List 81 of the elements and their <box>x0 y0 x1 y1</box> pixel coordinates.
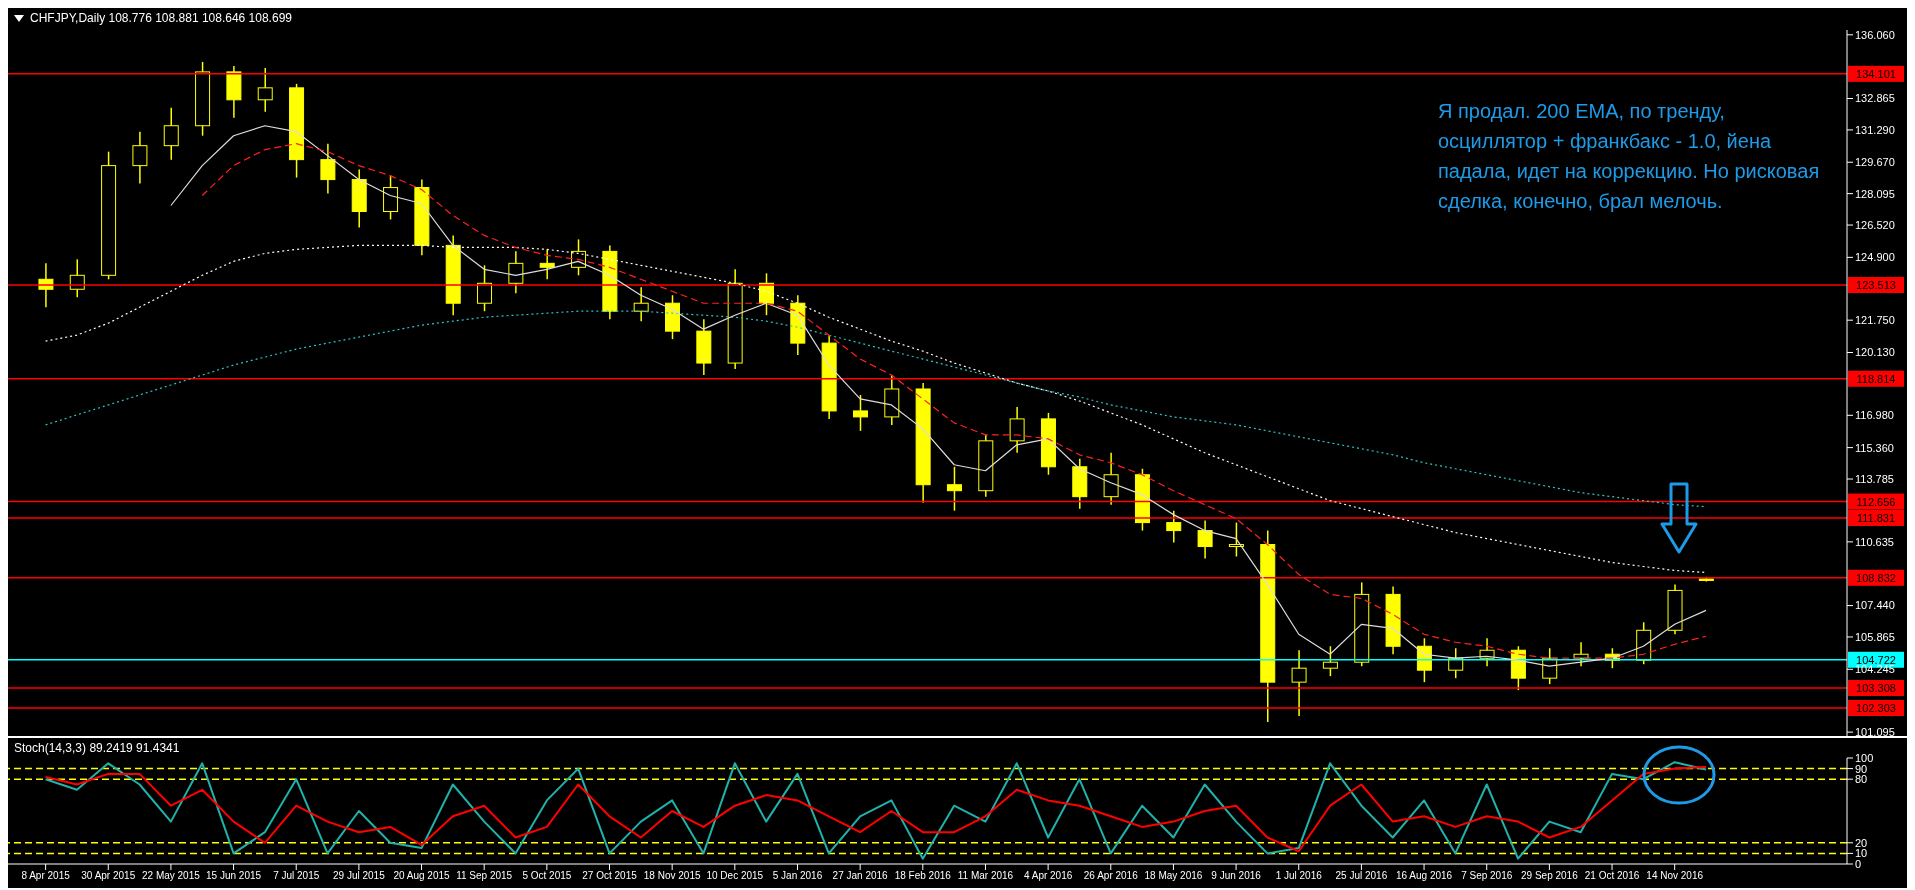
x-tick-label: 18 Nov 2015 <box>643 870 701 882</box>
x-tick-label: 29 Sep 2016 <box>1521 870 1579 882</box>
x-tick-label: 15 Jun 2015 <box>206 870 262 882</box>
x-tick-label: 25 Jul 2016 <box>1335 870 1388 882</box>
x-tick-label: 29 Jul 2015 <box>333 870 386 882</box>
x-tick-label: 18 Feb 2016 <box>894 870 952 882</box>
x-tick-label: 7 Jul 2015 <box>273 870 320 882</box>
ref-line-label: 134.101 <box>1856 67 1896 80</box>
candlestick <box>132 130 148 185</box>
candlestick <box>1322 645 1338 677</box>
chart-title: CHFJPY,Daily 108.776 108.881 108.646 108.699 <box>30 11 292 25</box>
x-tick-label: 5 Oct 2015 <box>522 870 572 882</box>
y-tick-label: 107.440 <box>1855 599 1895 612</box>
y-tick-label: 110.635 <box>1855 535 1894 548</box>
y-tick-label: 90 <box>1855 762 1868 775</box>
y-tick-label: 20 <box>1855 836 1868 849</box>
y-tick-label: 120.130 <box>1855 346 1895 359</box>
x-tick-label: 4 Apr 2016 <box>1023 870 1073 882</box>
ref-line-label: 123.513 <box>1856 279 1896 292</box>
y-tick-label: 113.785 <box>1855 472 1894 485</box>
x-tick-label: 11 Sep 2015 <box>456 870 513 882</box>
candlestick <box>539 248 555 281</box>
candlestick <box>257 67 273 113</box>
line-series <box>45 244 1707 574</box>
y-tick-label: 0 <box>1855 857 1862 870</box>
y-tick-label: 115.360 <box>1855 441 1894 454</box>
ref-line-label: 102.303 <box>1856 702 1896 715</box>
candlestick <box>852 394 868 432</box>
x-tick-label: 14 Nov 2016 <box>1646 870 1704 882</box>
candlestick <box>477 264 493 312</box>
candlestick <box>1573 641 1589 667</box>
ref-line-label: 118.814 <box>1856 372 1896 385</box>
y-tick-label: 101.095 <box>1855 726 1895 739</box>
x-tick-label: 7 Sep 2016 <box>1461 870 1513 882</box>
ref-line-label: 104.722 <box>1856 653 1896 666</box>
x-tick-label: 27 Jan 2016 <box>832 870 889 882</box>
x-tick-label: 11 Mar 2016 <box>957 870 1014 882</box>
y-tick-label: 132.865 <box>1855 92 1895 105</box>
x-tick-label: 27 Oct 2015 <box>582 870 638 882</box>
y-tick-label: 116.980 <box>1855 409 1894 422</box>
x-tick-label: 9 Jun 2016 <box>1211 870 1262 882</box>
candlestick <box>383 174 399 221</box>
y-tick-label: 124.900 <box>1855 251 1895 264</box>
candlestick <box>508 250 524 294</box>
x-tick-label: 18 May 2016 <box>1144 870 1203 882</box>
y-tick-label: 126.520 <box>1855 218 1895 231</box>
x-tick-label: 8 Apr 2015 <box>21 870 71 882</box>
y-tick-label: 121.750 <box>1855 314 1895 327</box>
candlestick <box>1291 649 1307 717</box>
y-tick-label: 10 <box>1855 847 1868 860</box>
y-tick-label: 128.095 <box>1855 187 1895 200</box>
y-tick-label: 105.865 <box>1855 630 1895 643</box>
x-tick-label: 20 Aug 2015 <box>393 870 451 882</box>
x-tick-label: 22 May 2015 <box>142 870 201 882</box>
ref-line-label: 103.308 <box>1856 681 1896 694</box>
x-tick-label: 30 Apr 2015 <box>81 870 136 882</box>
x-tick-label: 21 Oct 2016 <box>1584 870 1640 882</box>
candlestick <box>320 142 336 195</box>
y-tick-label: 131.290 <box>1855 123 1895 136</box>
candlestick <box>946 466 962 512</box>
candlestick <box>1166 509 1182 544</box>
candlestick <box>1228 521 1244 558</box>
ref-line-label: 111.831 <box>1856 512 1896 524</box>
x-tick-label: 26 Apr 2016 <box>1083 870 1139 882</box>
annotation: Я продал. 200 EMA, по тренду, осциллятор + франкбакс - 1.0, йена падала, идет на коррекцию. Но рисковая сделка, конечно, брал мелочь. <box>1438 99 1821 214</box>
candlestick <box>633 286 649 322</box>
ref-line-label: 108.832 <box>1856 571 1896 584</box>
candlestick <box>1103 452 1119 506</box>
x-tick-label: 5 Jan 2016 <box>772 870 823 882</box>
candlestick <box>163 107 179 161</box>
candlestick <box>1009 406 1025 454</box>
x-tick-label: 16 Aug 2016 <box>1395 870 1453 882</box>
y-tick-label: 100 <box>1855 751 1874 764</box>
y-tick-label: 136.060 <box>1855 28 1895 41</box>
ref-line-label: 112.656 <box>1856 495 1896 508</box>
y-tick-label: 129.670 <box>1855 156 1895 169</box>
candlestick <box>1197 519 1213 560</box>
x-tick-label: 10 Dec 2015 <box>706 870 764 882</box>
y-tick-label: 80 <box>1855 773 1868 786</box>
x-tick-label: 1 Jul 2016 <box>1275 870 1323 882</box>
chart-title: Stoch(14,3,3) 89.2419 91.4341 <box>14 741 180 755</box>
